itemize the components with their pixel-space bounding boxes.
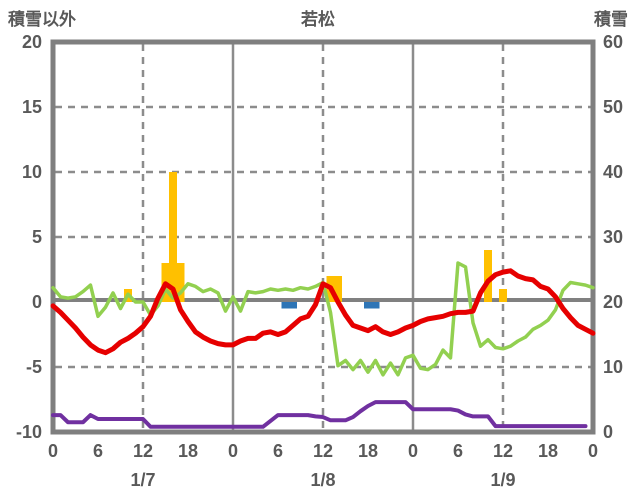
right-axis-tick-label: 50 — [603, 97, 624, 117]
x-axis-hour-label: 18 — [537, 441, 559, 461]
chart-title: 若松 — [301, 10, 335, 29]
blue-bar — [371, 302, 380, 309]
x-axis-hour-label: 18 — [357, 441, 379, 461]
right-axis-title: 積雪 — [594, 10, 628, 29]
blue-bar — [289, 302, 297, 309]
left-axis-tick-label: 20 — [21, 32, 42, 52]
left-axis-tick-label: 15 — [21, 97, 42, 117]
x-axis-hour-label: 12 — [132, 441, 154, 461]
orange-bar — [484, 250, 492, 302]
x-axis-hour-label: 6 — [92, 441, 103, 461]
x-axis-date-label: 1/7 — [130, 470, 156, 490]
right-axis-tick-label: 10 — [603, 357, 624, 377]
orange-bar — [499, 289, 507, 302]
purple-line — [51, 400, 588, 429]
left-axis-tick-label: 0 — [31, 292, 42, 312]
x-axis-date-label: 1/8 — [310, 470, 336, 490]
right-axis-tick-label: 60 — [603, 32, 624, 52]
x-axis-hour-label: 0 — [227, 441, 238, 461]
orange-bar — [334, 276, 342, 302]
right-axis-tick-label: 30 — [603, 227, 624, 247]
x-axis-hour-label: 12 — [312, 441, 334, 461]
left-axis-tick-label: -10 — [15, 422, 42, 442]
x-axis-hour-label: 12 — [492, 441, 514, 461]
right-axis-tick-label: 0 — [603, 422, 614, 442]
blue-bar — [281, 302, 290, 309]
x-axis-hour-label: 6 — [452, 441, 463, 461]
x-axis-hour-label: 0 — [407, 441, 418, 461]
orange-bar — [176, 263, 185, 302]
left-axis-tick-label: 5 — [31, 227, 42, 247]
right-axis-tick-label: 20 — [603, 292, 624, 312]
plot-frame — [50, 39, 596, 435]
left-axis-tick-label: 10 — [21, 162, 42, 182]
x-axis-hour-label: 6 — [272, 441, 283, 461]
left-axis-tick-label: -5 — [25, 357, 42, 377]
orange-bar — [169, 172, 177, 302]
red-line — [50, 268, 596, 356]
left-axis-title: 積雪以外 — [8, 10, 76, 29]
x-axis-date-label: 1/9 — [490, 470, 516, 490]
right-axis-tick-label: 40 — [603, 162, 624, 182]
x-axis-hour-label: 0 — [47, 441, 58, 461]
x-axis-hour-label: 0 — [587, 441, 598, 461]
blue-bar — [364, 302, 372, 309]
x-axis-hour-label: 18 — [177, 441, 199, 461]
